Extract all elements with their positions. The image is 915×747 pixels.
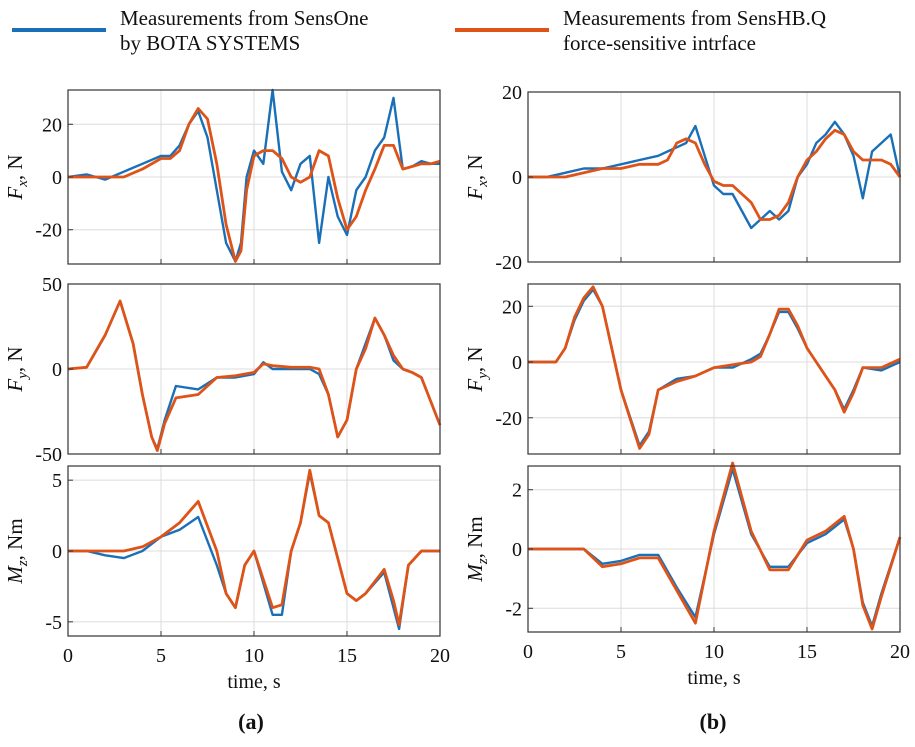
y-tick-label: -50: [35, 444, 62, 466]
y-label-unit: , N: [3, 154, 27, 180]
y-tick-label: -20: [35, 220, 62, 242]
y-tick-label: 0: [52, 167, 62, 189]
y-tick-label: -20: [495, 252, 522, 274]
y-label-unit: , N: [463, 346, 487, 372]
legend-swatch-sensone: [12, 28, 106, 32]
y-label-var: F: [463, 187, 487, 201]
x-tick-label: 5: [616, 641, 626, 663]
y-tick-label: 0: [512, 167, 522, 189]
y-tick-label: 20: [502, 296, 522, 318]
y-axis-label: Fy, N: [3, 346, 31, 392]
legend-item-sensone: Measurements from SensOne by BOTA SYSTEM…: [12, 6, 368, 56]
y-axis-label: Fx, N: [3, 154, 31, 200]
subplot-a-2: -50 0 50 Fy, N: [3, 274, 442, 466]
y-tick-label: 0: [52, 359, 62, 381]
x-tick-label: 20: [430, 645, 450, 667]
y-tick-label: -20: [495, 408, 522, 430]
series-line-senshbq: [528, 285, 901, 450]
y-label-unit: , N: [3, 346, 27, 372]
x-tick-label: 10: [704, 641, 724, 663]
caption-a: (a): [238, 709, 264, 734]
y-tick-label: -2: [505, 598, 522, 620]
x-tick-label: 5: [156, 645, 166, 667]
y-tick-label: 0: [512, 539, 522, 561]
y-tick-label: 0: [52, 541, 62, 563]
y-axis-label: Fy, N: [463, 346, 491, 392]
y-label-var: F: [3, 187, 27, 201]
y-label-sub: x: [475, 180, 491, 188]
y-label-var: M: [3, 565, 27, 585]
y-tick-label: 20: [42, 114, 62, 136]
y-tick-label: -5: [45, 612, 62, 634]
legend-label-senshbq-line1: Measurements from SensHB.Q: [563, 6, 827, 30]
y-tick-label: 2: [512, 480, 522, 502]
legend-label-senshbq-line2: force-sensitive intrface: [563, 31, 756, 55]
y-tick-label: 5: [52, 470, 62, 492]
legend-label-sensone-line1: Measurements from SensOne: [120, 6, 369, 30]
subplot-b-1: -20 0 20 Fx, N: [463, 82, 902, 274]
series-line-senshbq: [528, 461, 902, 631]
y-label-sub: y: [15, 372, 31, 381]
y-label-var: M: [463, 563, 487, 583]
legend: Measurements from SensOne by BOTA SYSTEM…: [0, 6, 915, 66]
y-label-sub: z: [475, 558, 491, 565]
x-tick-label: 0: [63, 645, 73, 667]
y-axis-label: Fx, N: [463, 154, 491, 200]
legend-label-sensone-line2: by BOTA SYSTEMS: [120, 31, 301, 55]
y-label-var: F: [463, 379, 487, 393]
y-label-sub: x: [15, 180, 31, 188]
y-axis-label: Mz, Nm: [3, 518, 31, 584]
series-line-senshbq: [67, 299, 442, 452]
y-label-unit: , Nm: [3, 518, 27, 560]
y-label-unit: , Nm: [463, 516, 487, 558]
legend-item-senshbq: Measurements from SensHB.Q force-sensiti…: [455, 6, 826, 56]
legend-swatch-senshbq: [455, 28, 549, 32]
x-tick-label: 15: [337, 645, 357, 667]
y-label-unit: , N: [463, 154, 487, 180]
y-tick-label: 0: [512, 352, 522, 374]
x-tick-label: 15: [797, 641, 817, 663]
x-tick-label: 0: [523, 641, 533, 663]
x-axis-label: time, s: [227, 671, 281, 693]
caption-b: (b): [700, 709, 727, 734]
series-line-senshbq: [68, 107, 441, 263]
y-tick-label: 50: [42, 274, 62, 296]
subplot-b-2: -20 0 20 Fy, N: [463, 283, 901, 455]
subplot-a-1: -20 0 20 Fx, N: [3, 88, 441, 265]
x-tick-label: 10: [244, 645, 264, 667]
y-label-sub: y: [475, 372, 491, 381]
series-line-senshbq: [528, 128, 902, 221]
y-label-var: F: [3, 379, 27, 393]
x-axis-label: time, s: [687, 667, 741, 689]
y-label-sub: z: [15, 560, 31, 567]
series-line-senshbq: [68, 468, 440, 627]
x-tick-label: 20: [890, 641, 910, 663]
y-axis-label: Mz, Nm: [463, 516, 491, 582]
y-tick-label: 20: [502, 82, 522, 104]
